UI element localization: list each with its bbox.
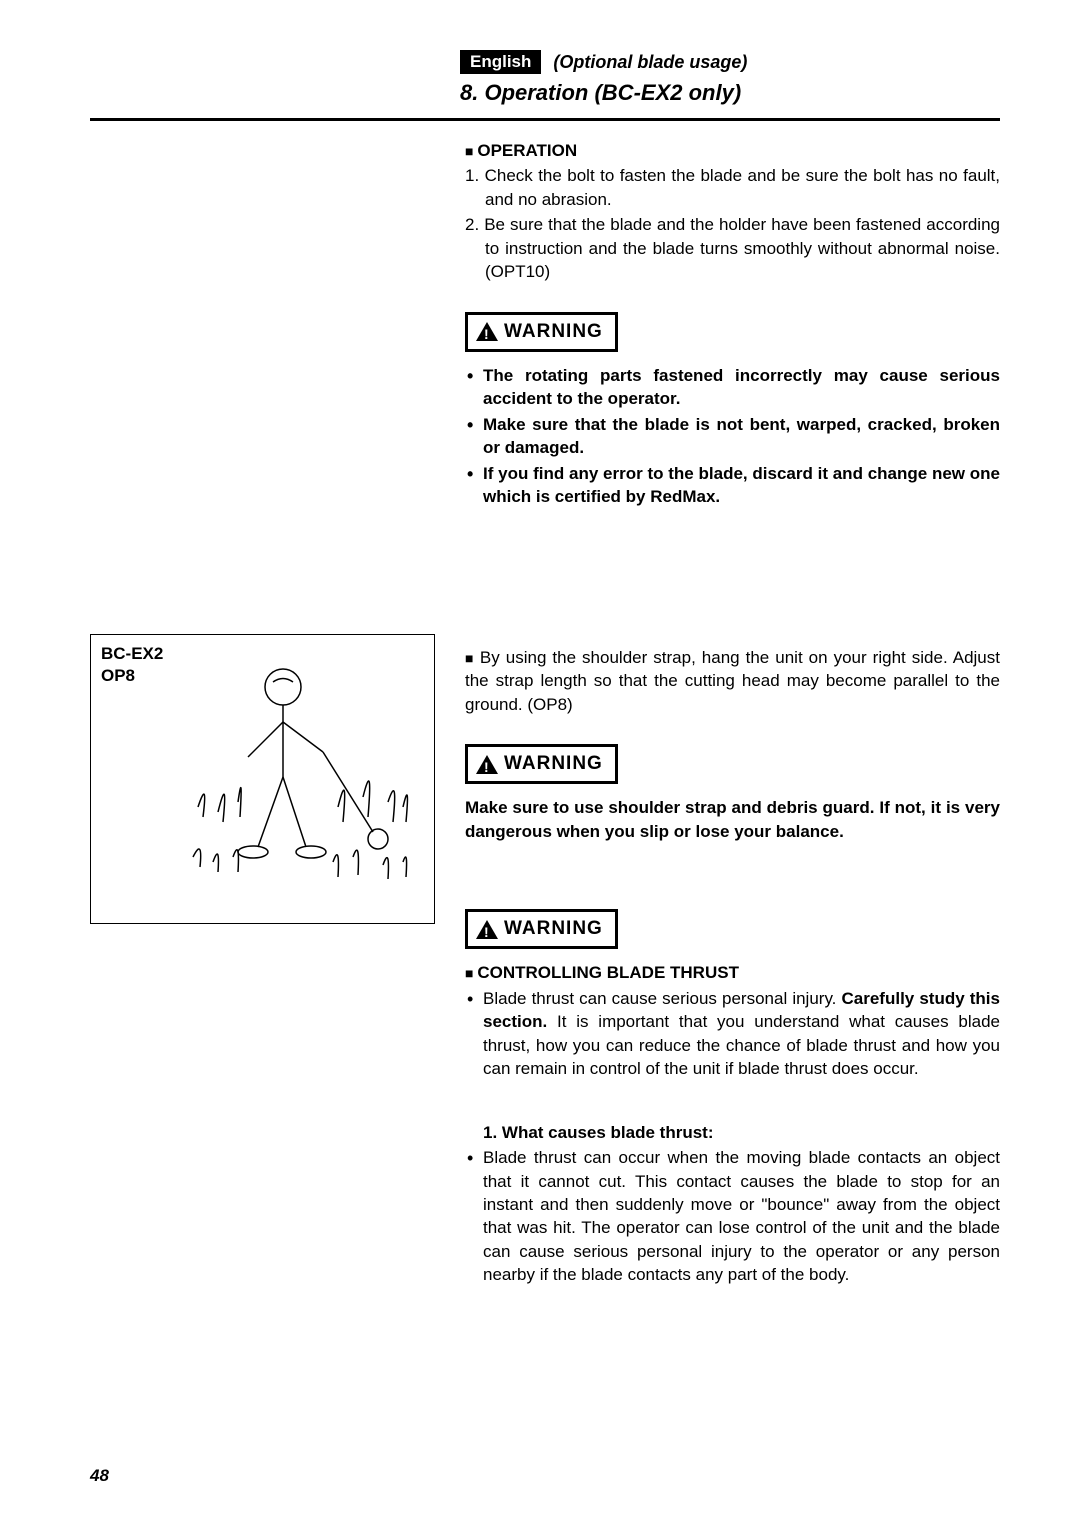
operation-item-1: 1. Check the bolt to fasten the blade an…	[465, 164, 1000, 211]
thrust-heading: CONTROLLING BLADE THRUST	[465, 961, 1000, 984]
header-line: English (Optional blade usage)	[460, 50, 1000, 74]
warning-triangle-icon	[476, 920, 498, 939]
warning-2-text: Make sure to use shoulder strap and debr…	[465, 796, 1000, 843]
warning-label-2: WARNING	[504, 751, 603, 777]
page-number: 48	[90, 1466, 109, 1486]
thrust-sub1-title: 1. What causes blade thrust:	[465, 1121, 1000, 1144]
thrust-intro-pre: Blade thrust can cause serious personal …	[483, 989, 842, 1008]
warning-1-item-1: The rotating parts fastened incorrectly …	[465, 364, 1000, 411]
figure-box: BC-EX2 OP8	[90, 634, 435, 924]
language-badge: English	[460, 50, 541, 74]
thrust-intro: Blade thrust can cause serious personal …	[465, 987, 1000, 1081]
thrust-intro-post: It is important that you understand what…	[483, 1012, 1000, 1078]
warning-1-list: The rotating parts fastened incorrectly …	[465, 364, 1000, 509]
title-underline	[90, 118, 1000, 121]
thrust-sub1-text: Blade thrust can occur when the moving b…	[465, 1146, 1000, 1287]
operation-heading: OPERATION	[465, 139, 1000, 162]
strap-text: By using the shoulder strap, hang the un…	[465, 648, 1000, 714]
warning-label-1: WARNING	[504, 319, 603, 345]
warning-1-item-3: If you find any error to the blade, disc…	[465, 462, 1000, 509]
operation-item-2: 2. Be sure that the blade and the holder…	[465, 213, 1000, 283]
figure-illustration	[186, 655, 419, 908]
left-column: BC-EX2 OP8	[90, 139, 435, 1289]
warning-label-3: WARNING	[504, 916, 603, 942]
spacer	[465, 511, 1000, 646]
warning-box-2: WARNING	[465, 744, 618, 784]
spacer	[465, 1083, 1000, 1121]
strap-paragraph: By using the shoulder strap, hang the un…	[465, 646, 1000, 716]
right-column: OPERATION 1. Check the bolt to fasten th…	[465, 139, 1000, 1289]
header-section: English (Optional blade usage) 8. Operat…	[460, 50, 1000, 106]
subtitle: (Optional blade usage)	[553, 52, 747, 73]
warning-1-item-2: Make sure that the blade is not bent, wa…	[465, 413, 1000, 460]
spacer	[465, 845, 1000, 883]
content-area: BC-EX2 OP8	[90, 139, 1000, 1289]
warning-triangle-icon	[476, 755, 498, 774]
page-title: 8. Operation (BC-EX2 only)	[460, 80, 1000, 106]
warning-triangle-icon	[476, 322, 498, 341]
warning-box-3: WARNING	[465, 909, 618, 949]
warning-box-1: WARNING	[465, 312, 618, 352]
